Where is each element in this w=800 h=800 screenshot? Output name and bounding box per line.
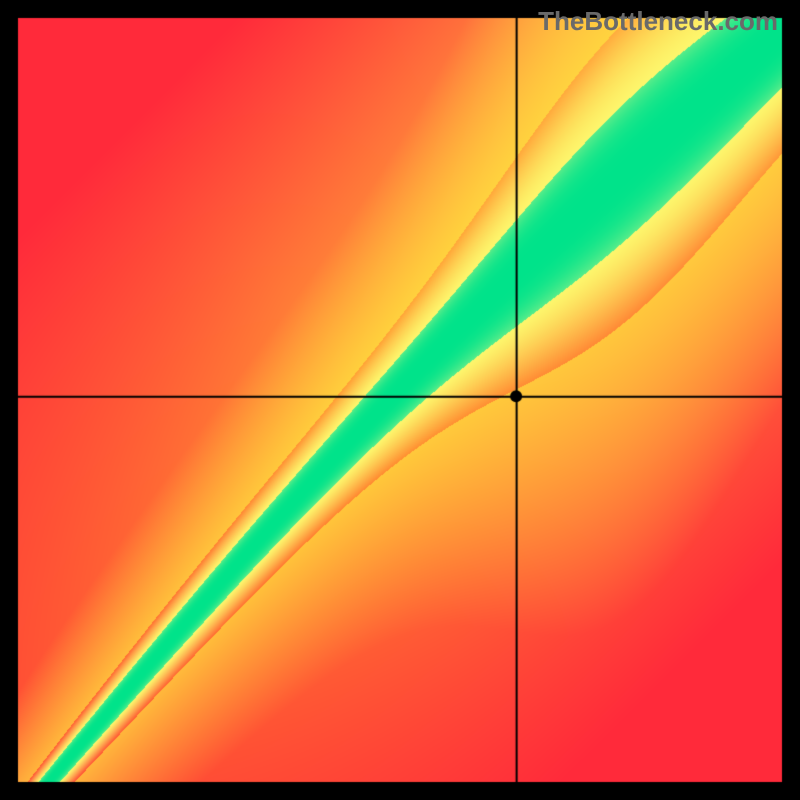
chart-frame	[0, 0, 800, 800]
heatmap-canvas	[0, 0, 800, 800]
watermark-text: TheBottleneck.com	[538, 6, 778, 37]
